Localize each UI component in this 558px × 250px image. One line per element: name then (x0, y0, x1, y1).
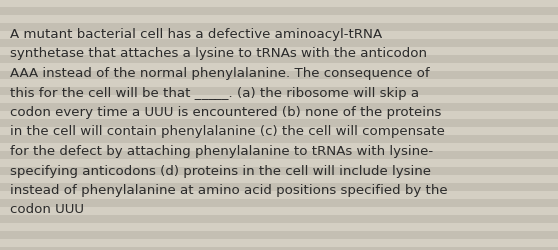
Bar (0, 144, 558, 152)
Bar (0, 88, 558, 96)
Bar (0, 183, 558, 191)
Bar (0, 223, 558, 231)
Bar (0, 96, 558, 104)
Text: this for the cell will be that _____. (a) the ribosome will skip a: this for the cell will be that _____. (a… (10, 86, 419, 99)
Bar (0, 0, 558, 8)
Bar (0, 199, 558, 207)
Bar (0, 231, 558, 239)
Text: specifying anticodons (d) proteins in the cell will include lysine: specifying anticodons (d) proteins in th… (10, 164, 431, 177)
Bar (0, 247, 558, 250)
Bar (0, 136, 558, 143)
Text: in the cell will contain phenylalanine (c) the cell will compensate: in the cell will contain phenylalanine (… (10, 125, 445, 138)
Bar (0, 80, 558, 88)
Bar (0, 215, 558, 223)
Text: codon every time a UUU is encountered (b) none of the proteins: codon every time a UUU is encountered (b… (10, 106, 441, 118)
Bar (0, 48, 558, 56)
Bar (0, 112, 558, 120)
Bar (0, 239, 558, 247)
Text: codon UUU: codon UUU (10, 203, 84, 216)
Bar (0, 120, 558, 128)
Text: instead of phenylalanine at amino acid positions specified by the: instead of phenylalanine at amino acid p… (10, 183, 448, 196)
Bar (0, 16, 558, 24)
Bar (0, 40, 558, 48)
Text: for the defect by attaching phenylalanine to tRNAs with lysine-: for the defect by attaching phenylalanin… (10, 144, 433, 157)
Bar (0, 64, 558, 72)
Text: synthetase that attaches a lysine to tRNAs with the anticodon: synthetase that attaches a lysine to tRN… (10, 47, 427, 60)
Bar (0, 72, 558, 80)
Bar (0, 128, 558, 136)
Bar (0, 175, 558, 183)
Bar (0, 32, 558, 40)
Bar (0, 24, 558, 32)
Bar (0, 159, 558, 167)
Bar (0, 191, 558, 199)
Bar (0, 167, 558, 175)
Text: AAA instead of the normal phenylalanine. The consequence of: AAA instead of the normal phenylalanine.… (10, 67, 430, 80)
Bar (0, 152, 558, 159)
Text: A mutant bacterial cell has a defective aminoacyl-tRNA: A mutant bacterial cell has a defective … (10, 28, 382, 41)
Bar (0, 8, 558, 16)
Bar (0, 104, 558, 112)
Bar (0, 56, 558, 64)
Bar (0, 207, 558, 215)
